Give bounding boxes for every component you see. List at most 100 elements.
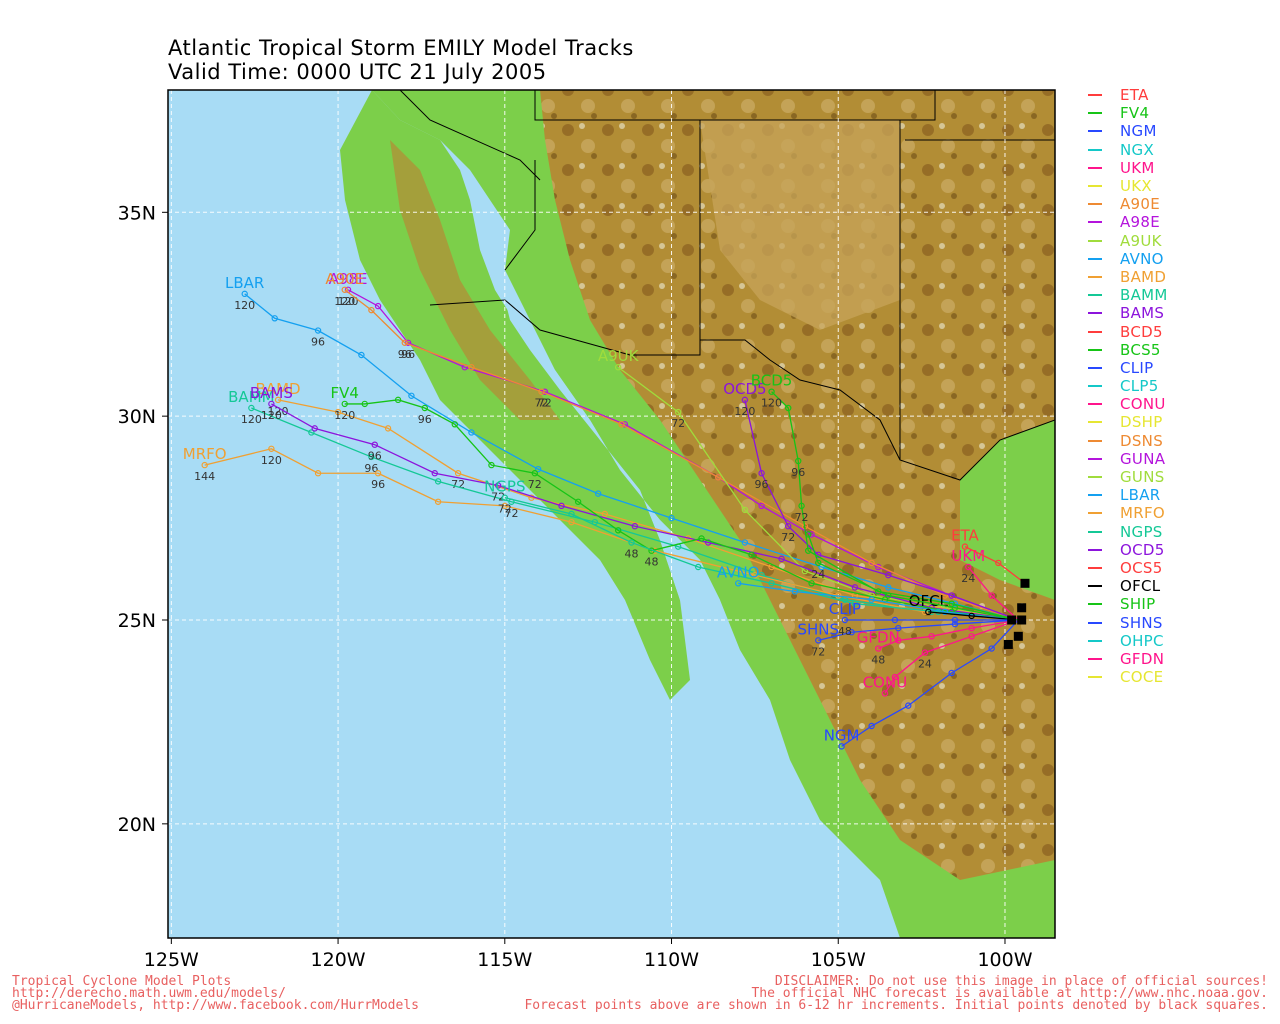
legend-swatch bbox=[1088, 275, 1102, 278]
forecast-point bbox=[995, 559, 1002, 567]
forecast-point bbox=[791, 588, 799, 595]
forecast-hour-label: 72 bbox=[498, 503, 512, 516]
legend-swatch bbox=[1088, 221, 1102, 224]
track-line bbox=[818, 619, 1019, 642]
x-tick-label: 100W bbox=[977, 949, 1032, 971]
track-model-label: A9UK bbox=[598, 347, 640, 365]
forecast-point bbox=[885, 592, 892, 599]
forecast-point bbox=[758, 470, 765, 477]
legend-swatch bbox=[1088, 548, 1102, 551]
forecast-hour-label: 96 bbox=[364, 462, 378, 475]
legend-item-gfdn: GFDN bbox=[1088, 650, 1278, 668]
y-tick-label: 30N bbox=[118, 406, 156, 428]
plot-frame bbox=[167, 89, 1056, 939]
legend-item-ocd5: OCD5 bbox=[1088, 541, 1278, 559]
track-line bbox=[744, 399, 1019, 621]
forecast-point bbox=[454, 470, 462, 477]
forecast-point bbox=[574, 498, 582, 505]
forecast-point bbox=[875, 645, 882, 652]
track-model-label: BAMD bbox=[256, 380, 301, 398]
forecast-point bbox=[768, 580, 775, 587]
forecast-hour-label: 48 bbox=[625, 548, 639, 561]
forecast-point bbox=[988, 645, 995, 652]
forecast-point bbox=[358, 351, 365, 359]
track-model-label: A90E bbox=[325, 270, 364, 288]
legend-item-bcd5: BCD5 bbox=[1088, 322, 1278, 341]
legend-label: BAMM bbox=[1120, 286, 1168, 305]
forecast-hour-label: 72 bbox=[538, 397, 552, 410]
forecast-hour-label: 120 bbox=[268, 405, 289, 418]
legend-label: CLIP bbox=[1120, 358, 1154, 377]
forecast-hour-label: 48 bbox=[871, 654, 885, 667]
legend-item-bcs5: BCS5 bbox=[1088, 341, 1278, 359]
footer-right: DISCLAIMER: Do not use this image in pla… bbox=[524, 974, 1268, 1012]
track-model-label: CLIP bbox=[829, 600, 861, 618]
track-line bbox=[928, 611, 1019, 621]
legend-swatch bbox=[1088, 185, 1102, 188]
forecast-hour-label: 120 bbox=[734, 405, 755, 418]
forecast-point bbox=[674, 408, 682, 416]
track-eta: ETA bbox=[951, 527, 1026, 584]
legend-label: OFCL bbox=[1120, 577, 1161, 596]
legend-item-ukm: UKM bbox=[1088, 159, 1278, 177]
track-line bbox=[807, 534, 1019, 621]
legend-item-coce: COCE bbox=[1088, 668, 1278, 686]
forecast-point bbox=[928, 633, 935, 640]
forecast-point bbox=[921, 649, 929, 656]
track-line bbox=[878, 619, 1019, 650]
legend-label: A9UK bbox=[1120, 231, 1162, 250]
forecast-point bbox=[368, 306, 375, 314]
legend-label: BCD5 bbox=[1120, 322, 1163, 341]
forecast-point bbox=[925, 608, 932, 616]
forecast-hour-label: 96 bbox=[368, 450, 382, 463]
forecast-point bbox=[895, 624, 902, 632]
legend-swatch bbox=[1088, 585, 1102, 588]
forecast-point bbox=[618, 421, 625, 428]
legend-swatch bbox=[1088, 130, 1102, 133]
track-fv4: 48 72 96 120 FV4 bbox=[331, 384, 1019, 621]
footer-link[interactable]: http://derecho.math.uwm.edu/models/ bbox=[12, 986, 286, 1001]
forecast-point bbox=[401, 339, 408, 346]
forecast-hour-label: 24 bbox=[918, 658, 932, 671]
forecast-point bbox=[311, 425, 318, 432]
legend-item-clip: CLIP bbox=[1088, 359, 1278, 377]
x-tick-label: 125W bbox=[144, 949, 199, 971]
forecast-hour-label: 72 bbox=[811, 645, 825, 658]
forecast-point bbox=[905, 702, 912, 709]
legend-label: GUNS bbox=[1120, 468, 1165, 487]
footer-link[interactable]: @HurricaneModels, http://www.facebook.co… bbox=[12, 998, 419, 1013]
track-model-label: NGM bbox=[824, 726, 860, 744]
legend-label: SHNS bbox=[1120, 613, 1163, 632]
forecast-point bbox=[741, 396, 749, 404]
track-line bbox=[964, 546, 1026, 584]
forecast-hour-label: 72 bbox=[504, 507, 518, 520]
track-model-label: MRFO bbox=[183, 445, 227, 463]
forecast-point bbox=[968, 633, 975, 640]
y-tick-label: 25N bbox=[118, 610, 156, 632]
legend-label: SHIP bbox=[1120, 595, 1156, 614]
forecast-point bbox=[881, 690, 889, 697]
desert-plateau bbox=[700, 120, 900, 330]
forecast-point bbox=[785, 523, 792, 530]
legend-label: NGPS bbox=[1120, 522, 1163, 541]
legend-swatch bbox=[1088, 476, 1102, 479]
legend-label: ETA bbox=[1120, 86, 1149, 105]
legend-swatch bbox=[1088, 239, 1102, 242]
footer-line: Tropical Cyclone Model Plots bbox=[12, 974, 232, 989]
disclaimer-line: DISCLAIMER: Do not use this image in pla… bbox=[774, 974, 1268, 989]
forecast-point bbox=[568, 510, 575, 518]
axis-labels: 125W 120W 115W 110W 105W 100W 35N 30N 25N 20N bbox=[118, 202, 1033, 971]
forecast-point bbox=[501, 494, 508, 501]
track-ngm: NGM bbox=[824, 619, 1019, 750]
legend-label: A90E bbox=[1120, 195, 1161, 214]
forecast-point bbox=[815, 559, 822, 567]
legend-swatch bbox=[1088, 385, 1102, 388]
track-clip: 48 CLIP bbox=[829, 600, 1019, 638]
legend-item-bamd: BAMD bbox=[1088, 268, 1278, 286]
legend-item-ngm: NGM bbox=[1088, 122, 1278, 140]
forecast-point bbox=[851, 600, 859, 607]
track-model-label: ETA bbox=[951, 527, 979, 545]
track-model-label: AVNO bbox=[717, 563, 760, 581]
